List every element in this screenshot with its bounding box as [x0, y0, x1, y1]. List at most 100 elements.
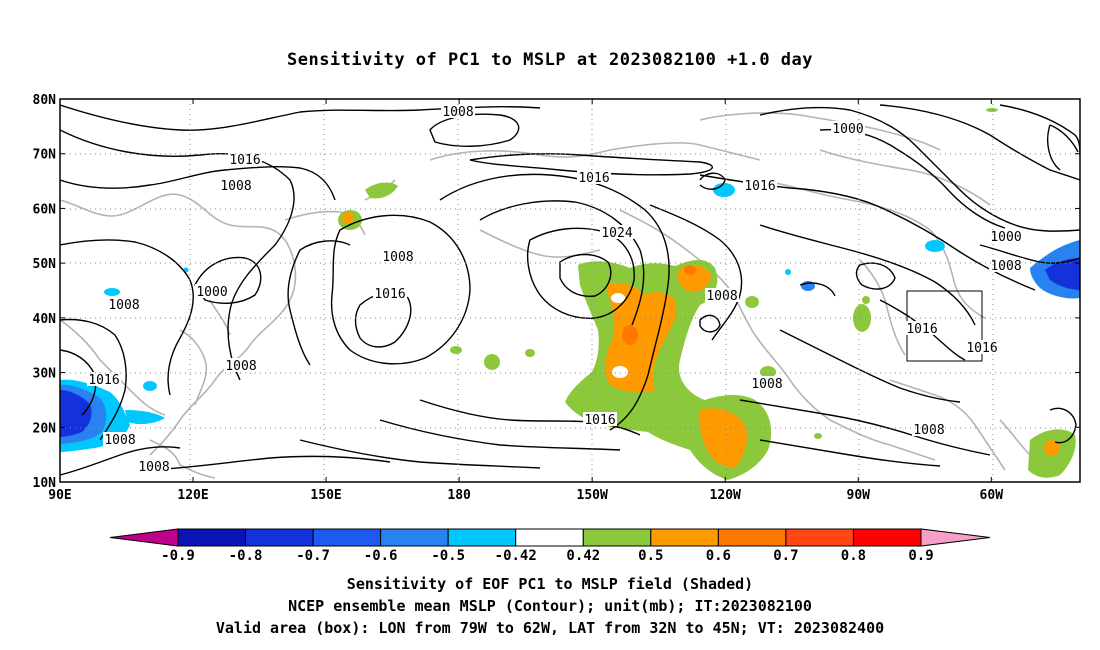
- colorbar-tick-label: -0.8: [229, 548, 263, 564]
- sensitivity-shading: [60, 108, 1080, 480]
- contour-label: 1024: [601, 226, 632, 241]
- contour-label: 1008: [442, 105, 473, 120]
- colorbar-tick-label: -0.5: [431, 548, 465, 564]
- contour-label-bg: [743, 178, 777, 192]
- gridlines: [60, 99, 1080, 482]
- contour-label-bg: [705, 288, 739, 302]
- lat-tick-label: 70N: [33, 148, 57, 163]
- caption-line-3: Valid area (box): LON from 79W to 62W, L…: [215, 619, 885, 637]
- contour-label: 1008: [382, 250, 413, 265]
- contour-label: 1008: [913, 423, 944, 438]
- lon-tick-label: 120E: [177, 488, 208, 503]
- lat-tick-label: 10N: [33, 476, 57, 491]
- map-title: Sensitivity of PC1 to MSLP at 2023082100…: [286, 50, 813, 70]
- colorbar-tick-label: -0.6: [364, 548, 398, 564]
- contour-label-bg: [373, 286, 407, 300]
- colorbar-tick-label: 0.6: [706, 548, 731, 564]
- colorbar-box: [717, 528, 787, 547]
- contour-label-bg: [441, 104, 475, 118]
- contour-label-bg: [107, 297, 141, 311]
- contour-label: 1016: [584, 413, 615, 428]
- contour-label: 1000: [832, 122, 863, 137]
- colorbar: [109, 528, 991, 547]
- contour-label: 1016: [906, 322, 937, 337]
- colorbar-box: [177, 528, 247, 547]
- contour-label: 1016: [229, 153, 260, 168]
- lat-tick-label: 60N: [33, 202, 57, 217]
- contour-label: 1008: [104, 433, 135, 448]
- lat-tick-label: 80N: [33, 93, 57, 108]
- lat-tick-label: 40N: [33, 312, 57, 327]
- contour-label-bg: [228, 152, 262, 166]
- colorbar-box: [582, 528, 652, 547]
- plot-frame: [59, 98, 1081, 483]
- colorbar-arrow-low: [109, 528, 179, 547]
- colorbar-tick-label: -0.9: [161, 548, 195, 564]
- contour-label: 1008: [990, 259, 1021, 274]
- axis-ticks: [59, 98, 1080, 483]
- colorbar-box: [852, 528, 922, 547]
- contour-label-bg: [965, 340, 999, 354]
- contour-label: 1016: [374, 287, 405, 302]
- contour-label: 1008: [108, 298, 139, 313]
- colorbar-box: [312, 528, 382, 547]
- contour-label-bg: [989, 258, 1023, 272]
- contour-label-bg: [600, 225, 634, 239]
- contour-label: 1016: [966, 341, 997, 356]
- colorbar-box: [650, 528, 719, 547]
- contour-label-bg: [137, 459, 171, 473]
- contour-label: 1016: [578, 171, 609, 186]
- colorbar-arrow-high: [920, 528, 991, 547]
- lat-tick-label: 30N: [33, 367, 57, 382]
- contour-label-bg: [195, 284, 229, 298]
- caption-line-2: NCEP ensemble mean MSLP (Contour); unit(…: [288, 597, 812, 615]
- lon-tick-label: 150E: [310, 488, 341, 503]
- contour-label-bg: [831, 121, 865, 135]
- lon-axis-labels: 90E 120E 150E 180 150W 120W 90W 60W: [48, 488, 1003, 503]
- contour-label-bg: [577, 170, 611, 184]
- colorbar-labels: -0.9 -0.8 -0.7 -0.6 -0.5 -0.42 0.42 0.5 0.6 0.7 0.…: [161, 548, 934, 564]
- lon-tick-label: 120W: [710, 488, 741, 503]
- colorbar-tick-label: 0.42: [566, 548, 600, 564]
- colorbar-box: [245, 528, 314, 547]
- lon-tick-label: 60W: [980, 488, 1004, 503]
- lat-tick-label: 50N: [33, 257, 57, 272]
- lat-axis-labels: 80N 70N 60N 50N 40N 30N 20N 10N: [33, 93, 57, 491]
- colorbar-box: [447, 528, 517, 547]
- colorbar-box: [785, 528, 854, 547]
- contour-label-bg: [912, 422, 946, 436]
- colorbar-box: [515, 528, 584, 547]
- contour-label-bg: [905, 321, 939, 335]
- contour-label: 1008: [706, 289, 737, 304]
- contour-label-bg: [219, 178, 253, 192]
- caption: Sensitivity of EOF PC1 to MSLP field (Sh…: [0, 573, 1100, 639]
- colorbar-tick-label: 0.7: [773, 548, 798, 564]
- contour-label-bg: [87, 372, 121, 386]
- lon-tick-label: 90W: [847, 488, 871, 503]
- lon-tick-label: 90E: [48, 488, 71, 503]
- contour-label: 1000: [990, 230, 1021, 245]
- contour-label: 1000: [196, 285, 227, 300]
- contour-label-bg: [224, 358, 258, 372]
- caption-line-1: Sensitivity of EOF PC1 to MSLP field (Sh…: [346, 575, 754, 593]
- colorbar-tick-label: -0.42: [495, 548, 537, 564]
- contour-label-bg: [381, 249, 415, 263]
- colorbar-tick-label: 0.9: [908, 548, 933, 564]
- contour-label: 1016: [88, 373, 119, 388]
- contour-label-bg: [103, 432, 137, 446]
- contour-label-bg: [750, 376, 784, 390]
- contour-label: 1008: [751, 377, 782, 392]
- colorbar-tick-label: 0.5: [638, 548, 663, 564]
- contour-label: 1008: [220, 179, 251, 194]
- contour-label: 1008: [138, 460, 169, 475]
- lon-tick-label: 150W: [577, 488, 608, 503]
- contour-label-bg: [989, 229, 1023, 243]
- contour-label-bg: [583, 412, 617, 426]
- contour-label: 1016: [744, 179, 775, 194]
- colorbar-tick-label: -0.7: [296, 548, 330, 564]
- colorbar-tick-label: 0.8: [841, 548, 866, 564]
- colorbar-box: [380, 528, 449, 547]
- lat-tick-label: 20N: [33, 421, 57, 436]
